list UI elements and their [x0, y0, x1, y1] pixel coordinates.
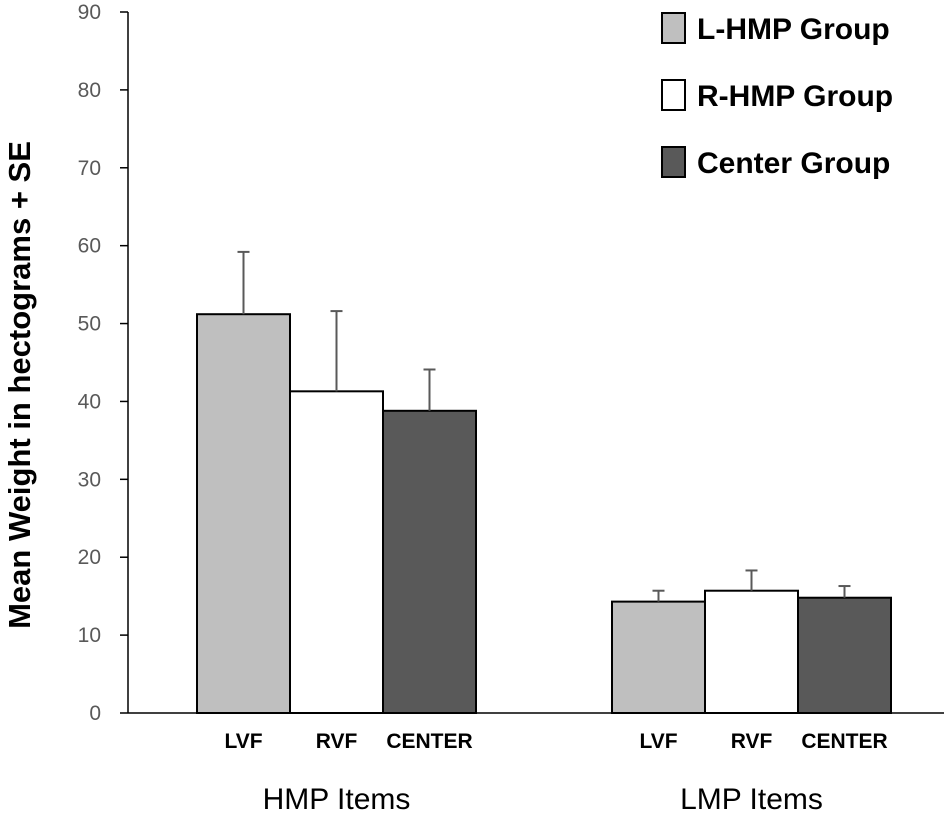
- group-label: HMP Items: [263, 783, 411, 816]
- y-tick-label: 20: [78, 546, 101, 569]
- y-tick-label: 50: [78, 313, 101, 336]
- y-tick-label: 70: [78, 157, 101, 180]
- legend-label: Center Group: [697, 147, 890, 180]
- y-tick-label: 10: [78, 624, 101, 647]
- legend-swatch: [661, 146, 686, 178]
- y-tick-label: 90: [78, 1, 101, 24]
- category-label: RVF: [731, 730, 773, 753]
- y-tick-label: 0: [89, 702, 101, 725]
- category-label: CENTER: [386, 730, 472, 753]
- legend-label: L-HMP Group: [697, 13, 890, 46]
- y-axis-label: Mean Weight in hectograms + SE: [2, 141, 37, 629]
- category-label: LVF: [224, 730, 262, 753]
- bar: [289, 390, 384, 714]
- legend-label: R-HMP Group: [697, 80, 893, 113]
- bars: [196, 313, 892, 715]
- category-label: CENTER: [801, 730, 887, 753]
- group-labels: HMP Items LMP Items: [263, 783, 823, 816]
- bar: [704, 589, 799, 714]
- bar: [382, 409, 477, 714]
- group-label: LMP Items: [680, 783, 823, 816]
- bar: [611, 600, 706, 715]
- category-label: RVF: [316, 730, 358, 753]
- y-tick-label: 30: [78, 468, 101, 491]
- y-tick-label: 80: [78, 79, 101, 102]
- bar: [797, 596, 892, 714]
- y-tick-label: 60: [78, 235, 101, 258]
- y-tick-label: 40: [78, 390, 101, 413]
- legend-swatch: [661, 79, 686, 111]
- category-labels: LVF RVF CENTER LVF RVF CENTER: [224, 730, 887, 753]
- legend-swatch: [661, 12, 686, 44]
- error-bars: [237, 250, 851, 602]
- category-label: LVF: [639, 730, 677, 753]
- y-ticks: 0 10 20 30 40 50 60 70 80 90: [78, 1, 128, 725]
- legend: L-HMP Group R-HMP Group Center Group: [661, 12, 893, 180]
- bar: [196, 313, 291, 714]
